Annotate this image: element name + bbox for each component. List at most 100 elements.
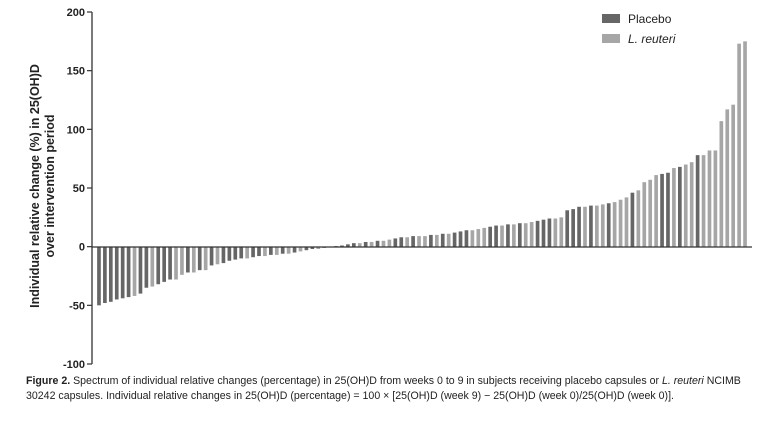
bar-placebo: [375, 240, 380, 247]
bar-placebo: [103, 246, 107, 303]
legend-swatch-placebo: [602, 14, 620, 23]
bar-l-reuteri: [618, 199, 623, 247]
bar-placebo: [411, 236, 415, 247]
bar-l-reuteri: [523, 223, 528, 247]
bar-placebo: [227, 246, 232, 261]
y-tick-label: -100: [63, 359, 85, 371]
bar-l-reuteri: [642, 182, 647, 247]
bar-placebo: [630, 192, 635, 247]
bar-l-reuteri: [470, 230, 475, 247]
bar-l-reuteri: [737, 43, 741, 247]
bar-placebo: [257, 246, 261, 257]
bar-placebo: [678, 166, 682, 247]
bar-l-reuteri: [203, 246, 208, 271]
bar-placebo: [429, 234, 433, 247]
bar-l-reuteri: [316, 246, 321, 250]
bar-placebo: [108, 246, 113, 302]
y-axis-title-line2: over intervention period: [43, 114, 57, 257]
bar-l-reuteri: [357, 243, 362, 247]
bar-l-reuteri: [529, 222, 534, 247]
y-tick-label: -50: [69, 300, 85, 312]
bar-l-reuteri: [689, 162, 694, 247]
caption-text-part1: Spectrum of individual relative changes …: [70, 375, 662, 387]
y-tick-label: 100: [67, 124, 85, 136]
bar-l-reuteri: [381, 240, 386, 247]
bar-l-reuteri: [286, 246, 291, 254]
bar-placebo: [233, 246, 238, 260]
bar-placebo: [304, 246, 309, 251]
bar-placebo: [577, 206, 581, 247]
bar-l-reuteri: [743, 41, 747, 247]
bar-placebo: [488, 226, 492, 247]
bar-l-reuteri: [701, 155, 706, 247]
figure-caption: Figure 2. Spectrum of individual relativ…: [26, 374, 766, 404]
caption-text-part2: NCIMB 30242 capsules. Individual relativ…: [26, 375, 741, 402]
y-tick-label: 0: [79, 242, 85, 254]
bar-placebo: [363, 241, 368, 247]
bar-l-reuteri: [387, 239, 392, 247]
bar-placebo: [565, 210, 570, 247]
bar-l-reuteri: [559, 217, 564, 247]
bar-l-reuteri: [719, 121, 724, 247]
bar-placebo: [346, 244, 350, 247]
bar-l-reuteri: [600, 204, 605, 247]
bar-l-reuteri: [500, 225, 504, 247]
bar-placebo: [547, 218, 552, 247]
bar-placebo: [221, 246, 226, 264]
bar-l-reuteri: [215, 246, 220, 265]
legend-swatch-l-reuteri: [602, 34, 620, 43]
bar-l-reuteri: [191, 246, 196, 273]
bar-l-reuteri: [369, 241, 374, 247]
bar-placebo: [292, 246, 297, 253]
bar-l-reuteri: [512, 224, 516, 247]
bar-placebo: [399, 237, 404, 247]
bar-placebo: [209, 246, 214, 266]
y-axis-title: Individual relative change (%) in 25(OH)…: [28, 64, 57, 308]
bar-l-reuteri: [298, 246, 303, 252]
bar-l-reuteri: [174, 246, 178, 280]
y-tick-label: 200: [67, 7, 85, 19]
bar-placebo: [571, 209, 575, 247]
y-axis-title-line1: Individual relative change (%) in 25(OH)…: [28, 64, 42, 308]
bar-placebo: [97, 246, 101, 306]
bar-placebo: [310, 246, 315, 250]
bar-placebo: [464, 230, 469, 247]
bar-l-reuteri: [707, 150, 712, 247]
bar-l-reuteri: [180, 246, 184, 275]
bar-placebo: [440, 233, 445, 247]
bar-placebo: [352, 243, 356, 247]
bar-l-reuteri: [725, 109, 730, 247]
legend-label-placebo: Placebo: [628, 12, 672, 26]
bar-placebo: [269, 246, 273, 255]
bar-placebo: [517, 223, 522, 247]
bar-placebo: [251, 246, 255, 258]
bar-placebo: [666, 172, 670, 247]
y-tick-label: 150: [67, 66, 85, 78]
y-ticks-group: 200 150 100 50 0 -50 -100: [63, 7, 92, 371]
bar-placebo: [506, 224, 510, 247]
bar-l-reuteri: [612, 202, 617, 247]
bar-l-reuteri: [636, 190, 641, 247]
bar-placebo: [452, 232, 457, 247]
bar-placebo: [660, 173, 664, 247]
bar-l-reuteri: [417, 236, 421, 247]
bar-placebo: [239, 246, 244, 259]
bar-placebo: [541, 219, 546, 247]
y-tick-label: 50: [73, 183, 85, 195]
figure-label: Figure 2.: [26, 375, 71, 387]
bar-l-reuteri: [654, 175, 658, 247]
bar-placebo: [156, 246, 161, 285]
bar-l-reuteri: [731, 104, 736, 247]
bar-l-reuteri: [672, 168, 676, 247]
bar-placebo: [114, 246, 119, 300]
bar-l-reuteri: [446, 233, 451, 247]
bar-placebo: [120, 246, 125, 299]
bar-placebo: [695, 155, 700, 247]
bar-l-reuteri: [624, 197, 629, 247]
bar-placebo: [186, 246, 190, 273]
bar-l-reuteri: [648, 179, 653, 247]
legend: Placebo L. reuteri: [602, 12, 676, 46]
bar-placebo: [494, 225, 498, 247]
bar-placebo: [280, 246, 285, 254]
bar-l-reuteri: [595, 205, 599, 247]
